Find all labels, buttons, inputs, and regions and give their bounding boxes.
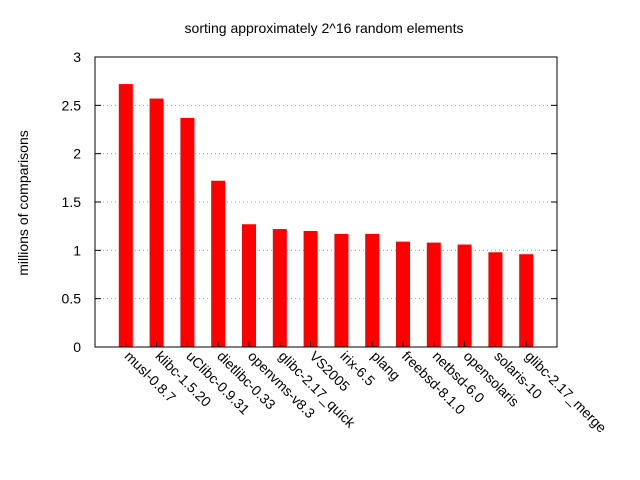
bar [242, 224, 256, 347]
bar [396, 241, 410, 347]
x-axis-ticks: musl-0.8.7klibc-1.5.20uClibc-0.9.31dietl… [122, 341, 610, 436]
y-tick-label: 1.5 [62, 194, 82, 210]
bar [180, 117, 195, 348]
y-axis-label: millions of comparisons [15, 130, 31, 276]
bar [488, 252, 503, 347]
y-tick-label: 3 [73, 49, 81, 65]
y-axis-ticks: 0 0.5 1 1.5 2 2.5 3 [62, 49, 557, 355]
bar [457, 244, 472, 347]
y-tick-label: 2 [73, 146, 81, 162]
bar [149, 98, 164, 347]
bars [118, 84, 534, 348]
y-tick-label: 0.5 [62, 291, 82, 307]
grid-lines [95, 104, 557, 300]
bar [519, 254, 534, 347]
y-tick-label: 2.5 [62, 97, 82, 113]
bar [365, 233, 380, 347]
bar [426, 242, 441, 347]
bar [272, 229, 287, 347]
y-tick-label: 1 [73, 242, 81, 258]
bar [118, 84, 133, 348]
bar [334, 233, 349, 347]
chart-title: sorting approximately 2^16 random elemen… [185, 20, 464, 36]
bar [211, 180, 226, 347]
y-tick-label: 0 [73, 339, 81, 355]
bar [303, 231, 318, 347]
